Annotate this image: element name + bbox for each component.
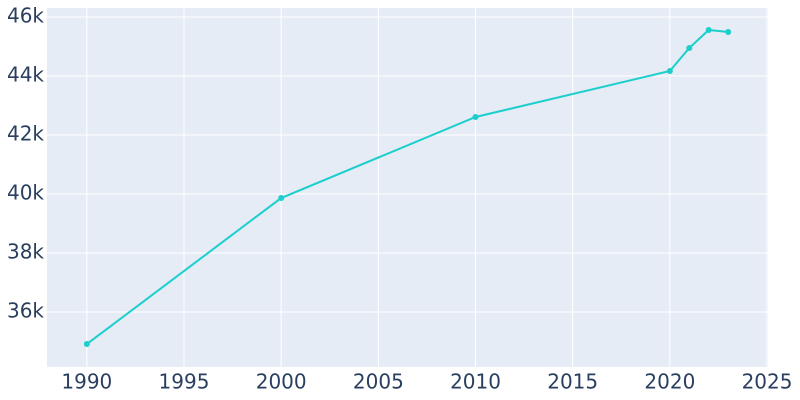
y-tick-label: 42k bbox=[7, 122, 44, 146]
marker bbox=[278, 195, 285, 202]
x-tick-label: 2010 bbox=[450, 370, 501, 394]
y-tick-label: 38k bbox=[7, 240, 44, 264]
x-tick-label: 2000 bbox=[256, 370, 307, 394]
marker bbox=[686, 44, 693, 51]
marker bbox=[705, 26, 712, 33]
x-tick-label: 1990 bbox=[61, 370, 112, 394]
y-tick-label: 46k bbox=[7, 3, 44, 27]
y-tick-label: 40k bbox=[7, 181, 44, 205]
marker bbox=[472, 114, 479, 121]
x-tick-label: 2020 bbox=[644, 370, 695, 394]
x-tick-label: 1995 bbox=[159, 370, 210, 394]
y-tick-label: 36k bbox=[7, 299, 44, 323]
marker bbox=[725, 29, 732, 36]
y-tick-label: 44k bbox=[7, 63, 44, 87]
plot-area bbox=[47, 8, 768, 367]
marker bbox=[666, 67, 673, 74]
marker bbox=[83, 341, 90, 348]
x-tick-label: 2025 bbox=[742, 370, 793, 394]
x-tick-label: 2005 bbox=[353, 370, 404, 394]
x-tick-label: 2015 bbox=[547, 370, 598, 394]
